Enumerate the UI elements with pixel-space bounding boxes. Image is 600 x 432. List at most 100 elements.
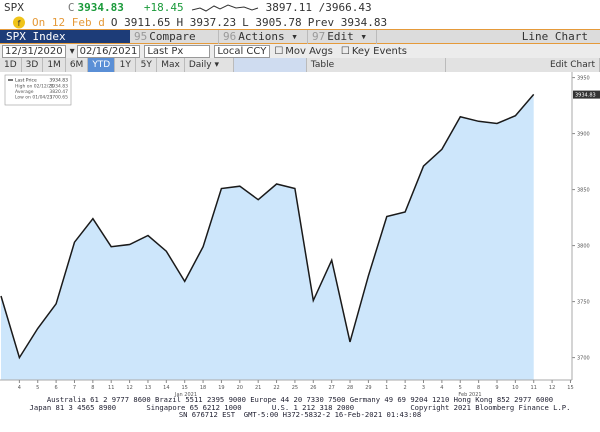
period-button[interactable]: 1M — [43, 58, 66, 72]
low: L 3905.78 — [242, 15, 302, 29]
x-tick-label: 21 — [255, 385, 261, 391]
alert-icon[interactable]: f — [10, 16, 28, 29]
legend-stat-value: 3934.83 — [49, 84, 68, 90]
legend-value: 3934.83 — [49, 78, 68, 84]
x-tick-label: 11 — [108, 385, 114, 391]
x-tick-label: 25 — [292, 385, 298, 391]
end-date[interactable]: 02/16/2021 — [76, 44, 141, 58]
y-tick-label: 3900 — [577, 132, 590, 138]
x-tick-label: 1 — [385, 385, 388, 391]
code: 97 — [312, 29, 326, 43]
x-tick-label: 8 — [91, 385, 94, 391]
footer-line: Australia 61 2 9777 8600 Brazil 5511 239… — [46, 395, 554, 404]
x-tick-label: 13 — [145, 385, 151, 391]
x-tick-label: 22 — [273, 385, 279, 391]
legend-stat-value: 3700.65 — [49, 95, 68, 101]
legend-box — [4, 74, 72, 106]
x-tick-label: 14 — [163, 385, 169, 391]
last-price-tag-label: 3934.83 — [575, 93, 596, 99]
y-tick-label: 3800 — [577, 244, 590, 250]
legend-stat-value: 3820.47 — [49, 89, 68, 95]
y-tick-label: 3700 — [577, 356, 590, 362]
ticker: SPX — [4, 1, 24, 14]
footer: Australia 61 2 9777 8600 Brazil 5511 239… — [0, 396, 600, 419]
period-button[interactable]: 1D — [0, 58, 22, 72]
area-fill — [1, 94, 534, 381]
quote-date: On 12 Feb d — [32, 15, 105, 29]
compare-button[interactable]: Compare — [149, 29, 196, 43]
x-tick-label: 4 — [440, 385, 443, 391]
settings-row: 12/31/2020 ▾ 02/16/2021 Last Px Local CCY… — [0, 44, 600, 58]
change: +18.45 — [143, 1, 184, 14]
period-button[interactable]: 6M — [66, 58, 89, 72]
last-price: 3934.83 — [77, 1, 124, 14]
prev-close: Prev 3934.83 — [307, 15, 388, 29]
legend-stat-label: Average — [15, 89, 34, 95]
x-tick-label: 6 — [55, 385, 58, 391]
x-tick-label: 8 — [477, 385, 480, 391]
x-tick-label: 3 — [422, 385, 425, 391]
open: O 3911.65 — [110, 15, 171, 29]
currency-select[interactable]: Local CCY — [214, 44, 271, 58]
quote-row: SPX C 3934.83 +18.45 3897.11 /3966.43 — [0, 0, 600, 15]
period-button[interactable]: YTD — [88, 58, 116, 72]
month-label: Jan 2021 — [174, 392, 197, 398]
x-tick-label: 12 — [126, 385, 132, 391]
x-tick-label: 9 — [495, 385, 498, 391]
y-tick-label: 3750 — [577, 300, 590, 306]
x-tick-label: 20 — [237, 385, 243, 391]
x-tick-label: 10 — [512, 385, 518, 391]
spacer — [233, 58, 307, 72]
edit-menu[interactable]: Edit ▾ — [327, 29, 367, 43]
key-events: Key Events — [351, 45, 407, 57]
high: H 3937.23 — [176, 15, 237, 29]
x-tick-label: 4 — [18, 385, 21, 391]
x-tick-label: 7 — [73, 385, 76, 391]
last-label: C — [67, 1, 75, 14]
edit-chart-button[interactable]: Edit Chart — [546, 58, 600, 72]
month-label: Feb 2021 — [458, 392, 481, 398]
period-button[interactable]: 5Y — [136, 58, 158, 72]
legend-label: Last Price — [15, 78, 37, 84]
frequency-select[interactable]: Daily ▾ — [185, 58, 234, 72]
y-tick-label: 3850 — [577, 188, 590, 194]
start-date[interactable]: 12/31/2020 — [2, 44, 66, 58]
table-button[interactable]: Table — [307, 58, 446, 72]
period-row: 1D 3D 1M 6M YTD 1Y 5Y Max Daily ▾ Table Edit Chart — [0, 58, 600, 72]
x-tick-label: 12 — [549, 385, 555, 391]
checkbox[interactable]: ☐ — [340, 45, 350, 57]
day-range: 3897.11 /3966.43 — [265, 1, 372, 14]
x-tick-label: 18 — [200, 385, 206, 391]
x-tick-label: 5 — [36, 385, 39, 391]
period-button[interactable]: Max — [157, 58, 185, 72]
period-button[interactable]: 3D — [22, 58, 44, 72]
actions-menu[interactable]: Actions ▾ — [238, 29, 298, 43]
x-tick-label: 15 — [182, 385, 188, 391]
x-tick-label: 11 — [531, 385, 537, 391]
svg-text:f: f — [18, 19, 21, 28]
field-select[interactable]: Last Px — [144, 44, 211, 58]
x-tick-label: 2 — [404, 385, 407, 391]
checkbox[interactable]: ☐ — [274, 45, 284, 57]
code: 96 — [223, 29, 237, 43]
x-tick-label: 29 — [365, 385, 371, 391]
ohlc-row: f On 12 Feb d O 3911.65 H 3937.23 L 3905… — [0, 15, 600, 29]
x-tick-label: 15 — [567, 385, 573, 391]
sparkline — [191, 3, 258, 12]
x-tick-label: 26 — [310, 385, 316, 391]
security[interactable]: SPX Index — [0, 30, 130, 43]
function-bar: SPX Index 95 Compare 96 Actions ▾ 97 Edit ▾… — [0, 29, 600, 44]
legend-stat-label: High on 02/12/21 — [15, 84, 54, 90]
code: 95 — [134, 29, 148, 43]
mov-avgs: Mov Avgs — [285, 45, 333, 57]
period-button[interactable]: 1Y — [115, 58, 137, 72]
last-price-tag — [573, 90, 600, 99]
y-tick-label: 3950 — [577, 76, 590, 82]
x-tick-label: 19 — [218, 385, 224, 391]
legend-stat-label: Low on 01/04/21 — [15, 95, 53, 101]
footer-line: Japan 81 3 4565 8900 Singapore 65 6212 1… — [29, 402, 571, 412]
x-tick-label: 5 — [459, 385, 462, 391]
x-tick-label: 28 — [347, 385, 353, 391]
